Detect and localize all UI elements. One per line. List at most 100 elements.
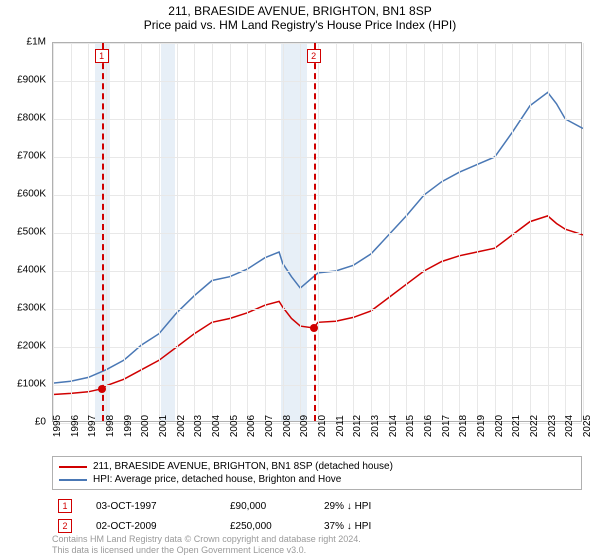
event-point xyxy=(98,385,106,393)
gridline-vertical xyxy=(265,43,266,421)
gridline-vertical xyxy=(495,43,496,421)
x-axis-label: 2023 xyxy=(547,415,558,437)
y-axis-label: £900K xyxy=(17,75,46,86)
footer-line: This data is licensed under the Open Gov… xyxy=(52,545,361,557)
gridline-horizontal xyxy=(53,347,581,348)
x-axis-label: 2000 xyxy=(140,415,151,437)
x-axis-label: 2010 xyxy=(317,415,328,437)
y-axis-label: £300K xyxy=(17,303,46,314)
x-axis-label: 2014 xyxy=(388,415,399,437)
gridline-vertical xyxy=(530,43,531,421)
legend-row: HPI: Average price, detached house, Brig… xyxy=(59,473,575,486)
event-date: 03-OCT-1997 xyxy=(96,501,206,512)
event-marker-box: 2 xyxy=(307,49,321,63)
y-axis-label: £800K xyxy=(17,113,46,124)
x-axis-label: 2019 xyxy=(476,415,487,437)
x-axis-label: 1998 xyxy=(105,415,116,437)
gridline-vertical xyxy=(424,43,425,421)
event-dashed-line xyxy=(314,43,316,421)
event-point xyxy=(310,324,318,332)
gridline-vertical xyxy=(194,43,195,421)
y-axis-label: £400K xyxy=(17,265,46,276)
events-table: 1 03-OCT-1997 £90,000 29% ↓ HPI 2 02-OCT… xyxy=(52,496,582,536)
x-axis-label: 2004 xyxy=(211,415,222,437)
event-marker-icon: 1 xyxy=(58,499,72,513)
gridline-vertical xyxy=(318,43,319,421)
y-axis-label: £1M xyxy=(27,37,46,48)
x-axis-label: 1996 xyxy=(70,415,81,437)
x-axis-label: 2016 xyxy=(423,415,434,437)
gridline-vertical xyxy=(389,43,390,421)
chart-title-line1: 211, BRAESIDE AVENUE, BRIGHTON, BN1 8SP xyxy=(0,4,600,18)
legend-row: 211, BRAESIDE AVENUE, BRIGHTON, BN1 8SP … xyxy=(59,460,575,473)
gridline-horizontal xyxy=(53,195,581,196)
gridline-vertical xyxy=(353,43,354,421)
footer-attribution: Contains HM Land Registry data © Crown c… xyxy=(52,534,361,557)
x-axis-label: 2009 xyxy=(299,415,310,437)
gridline-horizontal xyxy=(53,385,581,386)
x-axis-label: 1999 xyxy=(123,415,134,437)
gridline-vertical xyxy=(159,43,160,421)
legend-swatch xyxy=(59,479,87,481)
gridline-vertical xyxy=(247,43,248,421)
gridline-vertical xyxy=(371,43,372,421)
event-price: £90,000 xyxy=(230,501,300,512)
x-axis-label: 2006 xyxy=(246,415,257,437)
x-axis-label: 2007 xyxy=(264,415,275,437)
gridline-vertical xyxy=(442,43,443,421)
y-axis-label: £200K xyxy=(17,341,46,352)
legend-label: HPI: Average price, detached house, Brig… xyxy=(93,474,341,485)
gridline-vertical xyxy=(88,43,89,421)
gridline-horizontal xyxy=(53,81,581,82)
gridline-horizontal xyxy=(53,233,581,234)
x-axis-label: 2001 xyxy=(158,415,169,437)
gridline-vertical xyxy=(406,43,407,421)
gridline-vertical xyxy=(124,43,125,421)
event-marker-icon: 2 xyxy=(58,519,72,533)
gridline-vertical xyxy=(106,43,107,421)
gridline-horizontal xyxy=(53,157,581,158)
x-axis-label: 2013 xyxy=(370,415,381,437)
event-date: 02-OCT-2009 xyxy=(96,521,206,532)
legend-label: 211, BRAESIDE AVENUE, BRIGHTON, BN1 8SP … xyxy=(93,461,393,472)
chart-title-line2: Price paid vs. HM Land Registry's House … xyxy=(0,18,600,32)
y-axis-label: £700K xyxy=(17,151,46,162)
x-axis-label: 2012 xyxy=(352,415,363,437)
x-axis-label: 2025 xyxy=(582,415,593,437)
gridline-vertical xyxy=(53,43,54,421)
gridline-vertical xyxy=(583,43,584,421)
event-dashed-line xyxy=(102,43,104,421)
event-diff: 29% ↓ HPI xyxy=(324,501,414,512)
x-axis-label: 2020 xyxy=(494,415,505,437)
event-price: £250,000 xyxy=(230,521,300,532)
x-axis-label: 2017 xyxy=(441,415,452,437)
gridline-vertical xyxy=(283,43,284,421)
legend-swatch xyxy=(59,466,87,468)
gridline-horizontal xyxy=(53,271,581,272)
x-axis-label: 2003 xyxy=(193,415,204,437)
event-diff: 37% ↓ HPI xyxy=(324,521,414,532)
gridline-horizontal xyxy=(53,119,581,120)
gridline-vertical xyxy=(300,43,301,421)
gridline-horizontal xyxy=(53,309,581,310)
x-axis-label: 1997 xyxy=(87,415,98,437)
x-axis-label: 2018 xyxy=(458,415,469,437)
gridline-vertical xyxy=(230,43,231,421)
gridline-vertical xyxy=(548,43,549,421)
legend-and-events: 211, BRAESIDE AVENUE, BRIGHTON, BN1 8SP … xyxy=(52,456,582,536)
gridline-vertical xyxy=(565,43,566,421)
legend-series-box: 211, BRAESIDE AVENUE, BRIGHTON, BN1 8SP … xyxy=(52,456,582,490)
chart-container: 211, BRAESIDE AVENUE, BRIGHTON, BN1 8SP … xyxy=(0,0,600,560)
gridline-horizontal xyxy=(53,43,581,44)
gridline-vertical xyxy=(336,43,337,421)
x-axis-label: 2005 xyxy=(229,415,240,437)
gridline-vertical xyxy=(477,43,478,421)
x-axis-label: 2022 xyxy=(529,415,540,437)
gridline-vertical xyxy=(141,43,142,421)
x-axis-label: 2021 xyxy=(511,415,522,437)
gridline-vertical xyxy=(512,43,513,421)
event-marker-box: 1 xyxy=(95,49,109,63)
x-axis-label: 1995 xyxy=(52,415,63,437)
gridline-vertical xyxy=(459,43,460,421)
x-axis-label: 2015 xyxy=(405,415,416,437)
